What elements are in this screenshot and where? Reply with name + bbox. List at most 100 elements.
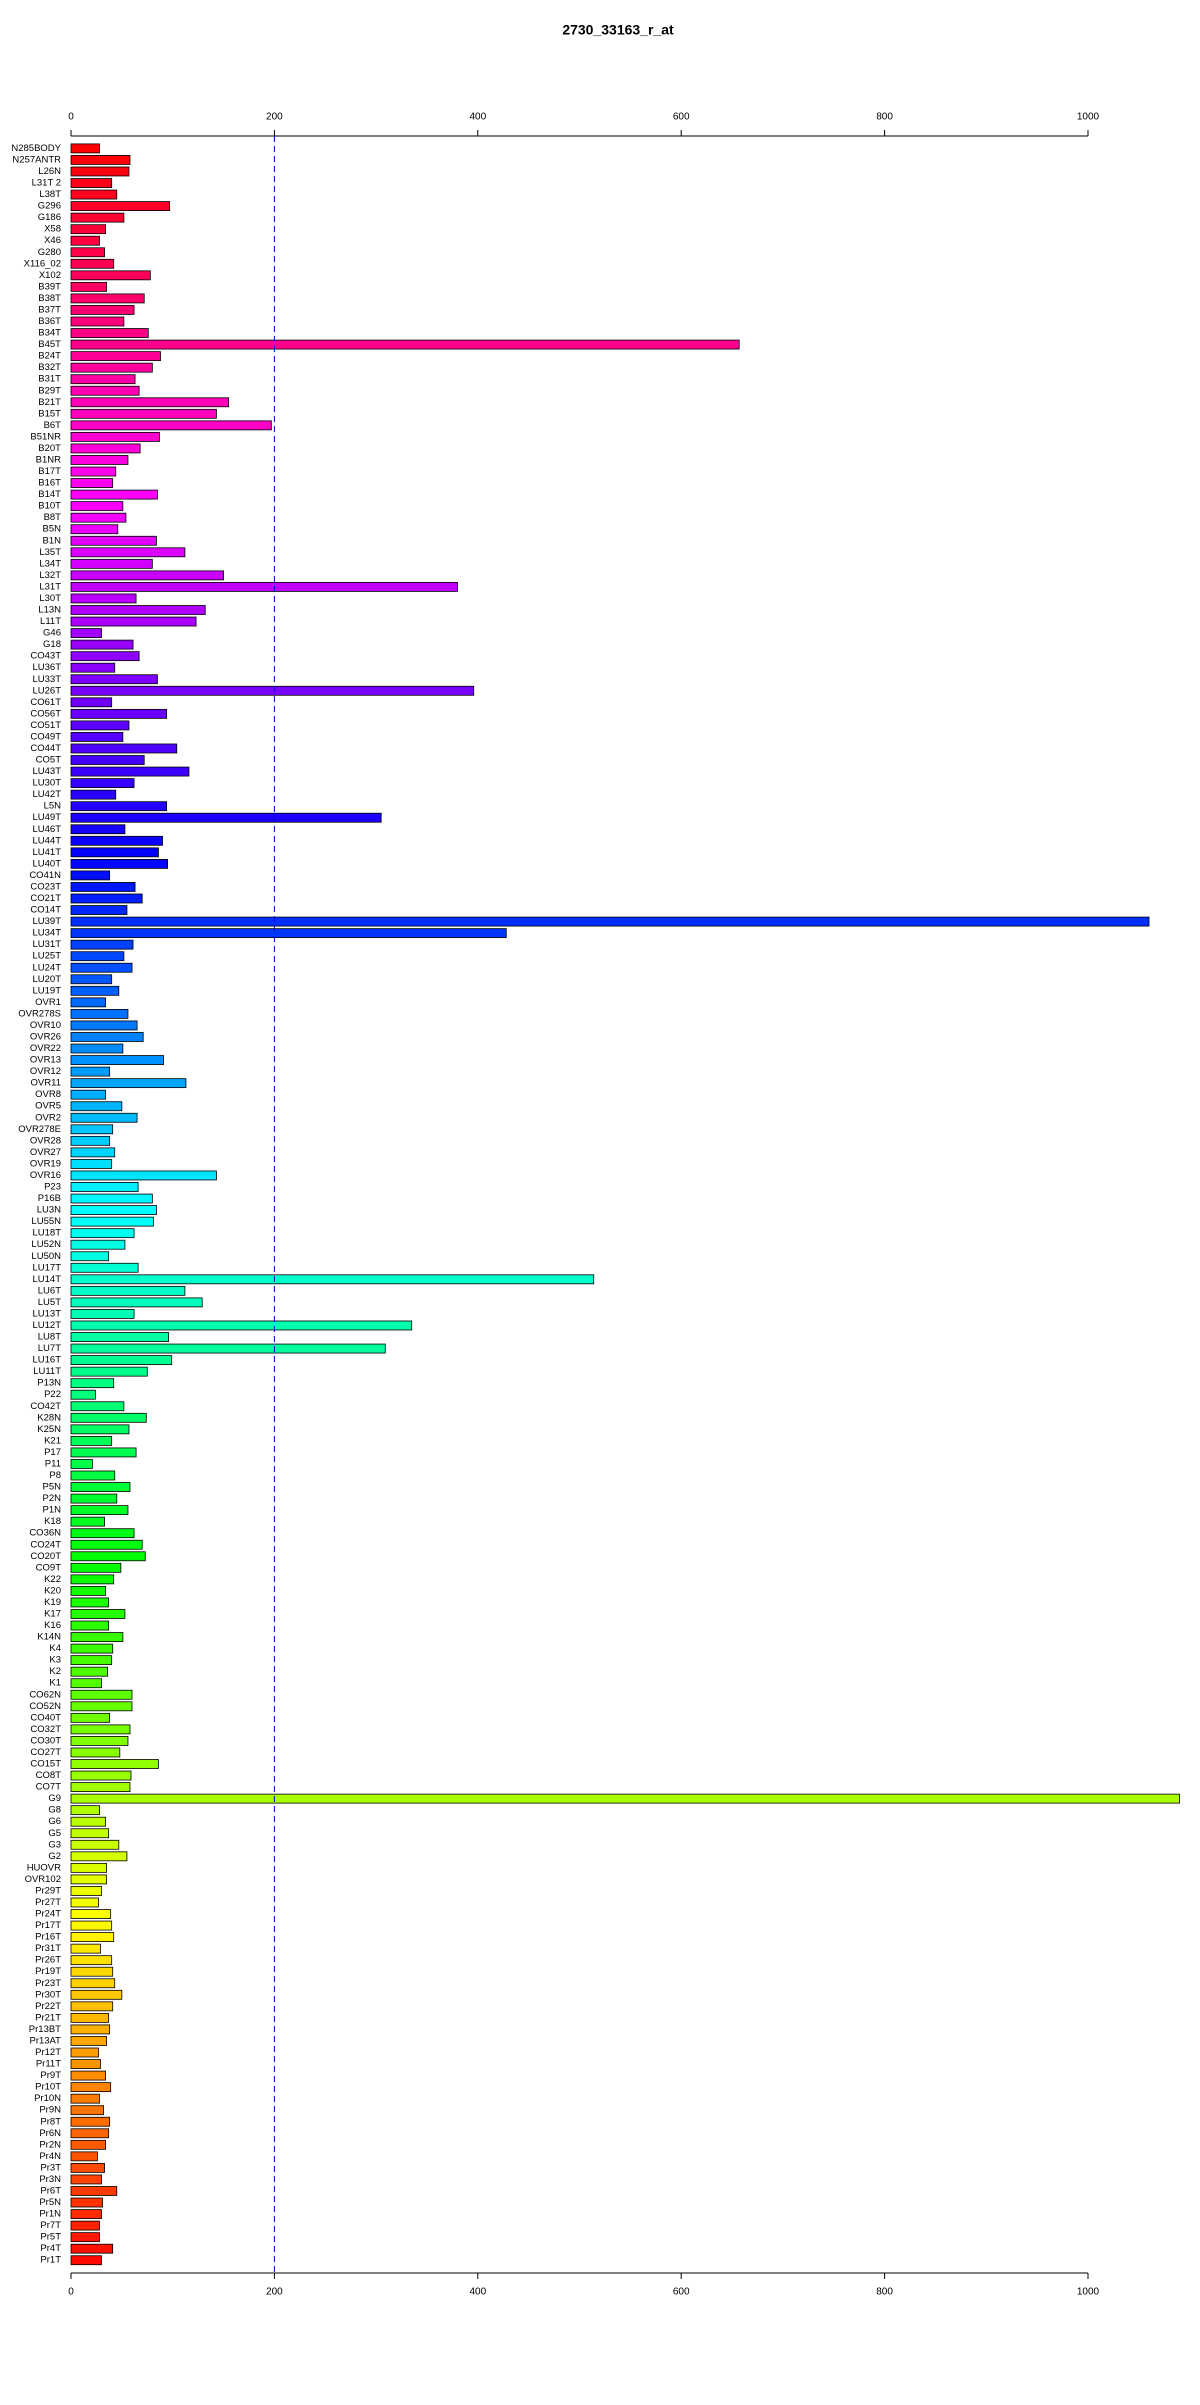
y-tick-label: LU55N [31, 1216, 61, 1227]
bar [70, 431, 160, 442]
y-tick-label: X58 [44, 224, 61, 235]
bar [70, 547, 186, 558]
y-tick-label: CO30T [30, 1735, 61, 1746]
y-tick-label: K25N [37, 1424, 61, 1435]
y-tick-label: Pr21T [35, 2012, 61, 2023]
y-tick-label: P1N [43, 1505, 62, 1516]
y-tick-label: HUOVR [27, 1862, 61, 1873]
bar [70, 1055, 164, 1065]
bar [70, 1574, 115, 1585]
bar [70, 189, 118, 200]
bar [70, 1609, 126, 1619]
bar [70, 616, 197, 627]
y-tick-label: LU19T [32, 985, 61, 996]
bar [70, 166, 130, 177]
bar [70, 1932, 115, 1942]
y-tick-label: G3 [48, 1839, 61, 1850]
bar [70, 1828, 110, 1839]
bar [70, 1355, 173, 1365]
y-tick-label: CO8T [36, 1770, 62, 1781]
y-tick-label: LU33T [32, 674, 61, 685]
bar [70, 1424, 130, 1435]
y-tick-label: B31T [38, 374, 61, 385]
bar [70, 1332, 170, 1342]
y-tick-label: K21 [44, 1435, 61, 1446]
y-tick-label: L11T [40, 616, 61, 627]
bar [70, 1839, 120, 1850]
y-tick-label: K16 [44, 1620, 61, 1631]
bar [70, 201, 171, 212]
y-tick-label: LU24T [32, 962, 61, 973]
bar [70, 1966, 114, 1977]
bar [70, 1343, 386, 1354]
bar [70, 397, 230, 408]
y-tick-label: Pr1T [40, 2255, 61, 2266]
y-tick-label: Pr4N [39, 2151, 61, 2162]
y-tick-label: LU40T [32, 858, 61, 869]
x-tick-label: 1000 [1077, 112, 1100, 123]
bar [70, 743, 178, 754]
y-tick-label: X116_02 [24, 258, 61, 269]
y-tick-label: K28N [37, 1412, 61, 1423]
y-tick-label: X102 [39, 270, 61, 281]
bar [70, 1632, 124, 1642]
y-tick-label: CO40T [30, 1712, 61, 1723]
y-tick-label: Pr10T [35, 2082, 61, 2093]
bar [70, 385, 140, 396]
bar [70, 1482, 131, 1492]
y-tick-label: LU7T [38, 1343, 61, 1354]
y-tick-label: B20T [38, 443, 61, 454]
y-tick-label: Pr24T [35, 1909, 61, 1920]
y-tick-label: L32T [39, 570, 61, 581]
y-tick-label: G18 [43, 639, 61, 650]
bar [70, 1493, 118, 1504]
bar [70, 362, 153, 373]
bar [70, 1782, 131, 1792]
bar [70, 1101, 123, 1112]
y-tick-label: G9 [48, 1793, 61, 1804]
bar [70, 801, 167, 812]
bar [70, 2197, 103, 2208]
bar [70, 2070, 106, 2081]
bar [70, 1297, 203, 1308]
bar [70, 1909, 112, 1919]
y-tick-label: K17 [44, 1608, 61, 1619]
bar [70, 708, 167, 719]
x-tick-label: 200 [266, 112, 283, 123]
y-tick-label: B10T [38, 501, 61, 512]
bar [70, 674, 158, 685]
y-tick-label: Pr6N [39, 2128, 61, 2139]
bar [70, 1528, 135, 1539]
y-tick-label: G46 [43, 628, 61, 639]
y-tick-label: N285BODY [11, 143, 61, 154]
bar [70, 1989, 123, 2000]
y-tick-label: LU34T [32, 928, 61, 939]
bar [70, 2151, 98, 2162]
y-tick-label: CO5T [36, 755, 62, 766]
bar [70, 489, 158, 500]
y-tick-label: K19 [44, 1597, 61, 1608]
bar [70, 1539, 143, 1550]
y-tick-label: LU44T [32, 835, 61, 846]
bar [70, 1205, 157, 1215]
y-tick-label: OVR19 [30, 1158, 61, 1169]
bar [70, 639, 134, 650]
y-tick-label: Pr31T [35, 1943, 61, 1954]
y-tick-label: CO56T [30, 708, 61, 719]
y-tick-label: P23 [44, 1182, 61, 1193]
y-tick-label: B8T [44, 512, 62, 523]
bar [70, 824, 126, 835]
y-tick-label: CO9T [36, 1562, 62, 1573]
bar [70, 1366, 148, 1377]
y-tick-label: K3 [49, 1655, 61, 1666]
y-tick-label: LU36T [32, 662, 61, 673]
y-tick-label: LU50N [31, 1251, 61, 1262]
y-tick-label: LU52N [31, 1239, 61, 1250]
bar [70, 2186, 118, 2196]
bar [70, 1816, 106, 1827]
y-tick-label: B1NR [36, 454, 61, 465]
bar [70, 812, 382, 823]
y-tick-label: G8 [48, 1805, 61, 1816]
y-tick-label: G5 [48, 1828, 61, 1839]
